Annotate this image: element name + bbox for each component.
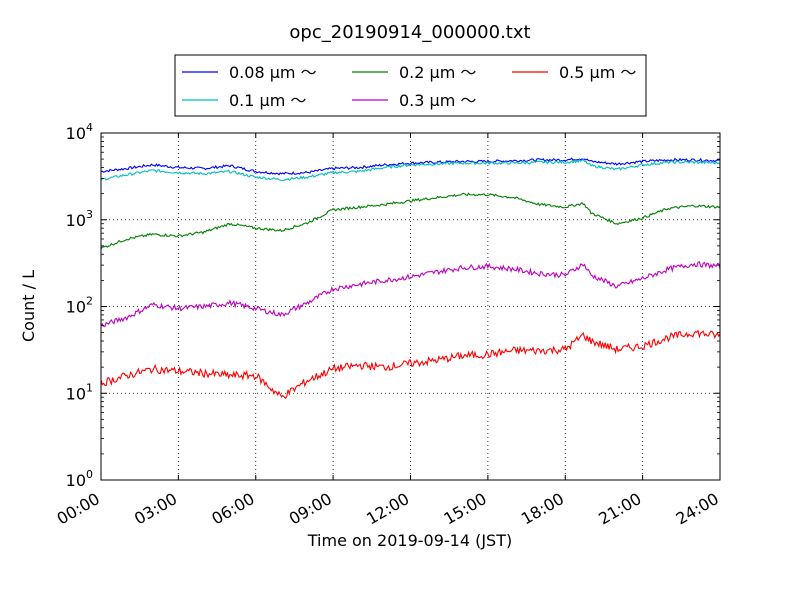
y-tick-label: 100 xyxy=(66,468,93,490)
y-tick-exponent: 0 xyxy=(86,468,93,481)
series-lines xyxy=(100,157,721,400)
y-axis-label: Count / L xyxy=(19,270,38,342)
legend-label: 0.5 μm ～ xyxy=(559,63,636,82)
legend-label: 0.2 μm ～ xyxy=(399,63,476,82)
legend-label: 0.1 μm ～ xyxy=(229,91,306,110)
legend-label: 0.08 μm ～ xyxy=(229,63,317,82)
y-tick-label: 102 xyxy=(66,295,93,317)
x-tick-label: 03:00 xyxy=(131,489,180,529)
series-line xyxy=(100,261,721,328)
legend: 0.08 μm ～ 0.1 μm ～ 0.2 μm ～ 0.3 μm ～ 0.5 μm … xyxy=(174,54,647,117)
series-line xyxy=(100,158,721,182)
y-tick-base: 10 xyxy=(66,384,86,403)
grid xyxy=(101,133,720,480)
y-tick-label: 101 xyxy=(66,381,93,403)
y-tick-base: 10 xyxy=(66,471,86,490)
series-line xyxy=(100,329,721,400)
chart-title: opc_20190914_000000.txt xyxy=(289,22,530,43)
x-tick-label: 12:00 xyxy=(363,489,412,529)
x-tick-label: 00:00 xyxy=(54,489,103,529)
series-line xyxy=(100,192,721,250)
y-tick-exponent: 3 xyxy=(86,208,93,221)
y-tick-exponent: 1 xyxy=(86,381,93,394)
axis-ticks: 00:00 03:00 06:00 09:00 12:00 15:00 18:00 21:00… xyxy=(54,121,722,529)
y-tick-label: 104 xyxy=(66,121,93,143)
y-tick-exponent: 4 xyxy=(86,121,93,134)
legend-frame xyxy=(174,54,647,117)
x-tick-label: 24:00 xyxy=(673,489,722,529)
y-tick-exponent: 2 xyxy=(86,295,93,308)
legend-label: 0.3 μm ～ xyxy=(399,91,476,110)
y-tick-label: 103 xyxy=(66,208,93,230)
x-axis-label: Time on 2019-09-14 (JST) xyxy=(307,531,512,550)
x-tick-label: 15:00 xyxy=(440,489,489,529)
y-tick-base: 10 xyxy=(66,211,86,230)
y-tick-base: 10 xyxy=(66,124,86,143)
y-tick-base: 10 xyxy=(66,298,86,317)
x-tick-label: 09:00 xyxy=(286,489,335,529)
x-tick-label: 06:00 xyxy=(208,489,257,529)
x-tick-label: 21:00 xyxy=(595,489,644,529)
x-tick-label: 18:00 xyxy=(518,489,567,529)
